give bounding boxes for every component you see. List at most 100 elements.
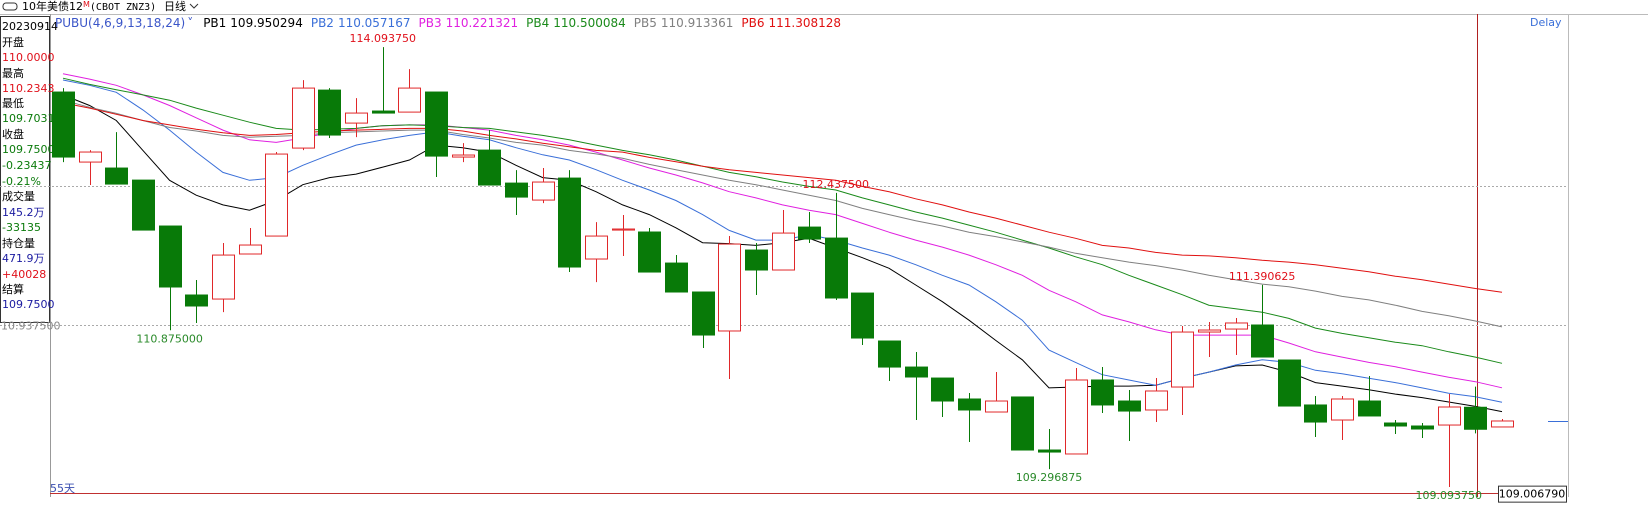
candle-body	[425, 91, 448, 157]
candle-body	[52, 91, 75, 158]
candle-body	[985, 400, 1008, 413]
info-date: 20230914	[2, 20, 58, 33]
legend-value: 109.950294	[230, 16, 303, 30]
legend-value: 110.057167	[338, 16, 411, 30]
candle-body	[452, 154, 475, 158]
legend-value: 110.913361	[661, 16, 734, 30]
candle-body	[958, 398, 981, 411]
legend-name: PB1	[203, 16, 226, 30]
extreme-label: 114.093750	[350, 32, 416, 45]
candle-body	[905, 366, 928, 378]
info-value: 471.9万	[2, 252, 45, 265]
legend-name: PB5	[634, 16, 657, 30]
candle-body	[772, 232, 795, 271]
legend-name: PB6	[741, 16, 764, 30]
candle-body	[318, 89, 341, 136]
info-label: 最高	[2, 66, 24, 80]
info-value: 110.2343	[2, 82, 55, 95]
candle-body	[851, 292, 874, 339]
info-label: 结算	[2, 282, 24, 296]
info-frame	[0, 16, 50, 323]
legend-chevron: ˅	[187, 16, 193, 30]
legend-name: PB4	[526, 16, 549, 30]
candle-body	[1438, 406, 1461, 426]
info-label: 持仓量	[2, 236, 35, 250]
candle-body	[1251, 324, 1274, 358]
candle-body	[185, 294, 208, 307]
candle-body	[1198, 329, 1221, 333]
ref-label: 10.937500	[1, 320, 61, 333]
legend-value: 110.221321	[446, 16, 519, 30]
candle-body	[345, 112, 368, 124]
info-value: 109.7500	[2, 298, 55, 311]
info-value: 145.2万	[2, 206, 45, 219]
candle-body	[478, 149, 501, 186]
extreme-label: 109.296875	[1016, 471, 1082, 484]
candle-body	[1331, 398, 1354, 421]
info-value: -0.23437	[2, 159, 51, 172]
candle-body	[1225, 322, 1248, 330]
candle-body	[132, 179, 155, 231]
candle-body	[612, 228, 635, 231]
candle-body	[585, 235, 608, 260]
candle-body	[1065, 379, 1088, 455]
candle-body	[1038, 449, 1061, 453]
candle-body	[105, 167, 128, 185]
legend: PUBU(4,6,9,13,18,24) ˅ PB1 109.950294 PB2 110…	[55, 16, 841, 30]
info-value: -0.21%	[2, 175, 41, 188]
candle-body	[239, 244, 262, 255]
extreme-label: 112.437500	[803, 178, 869, 191]
status: Delay	[1530, 16, 1562, 29]
candle-body	[1118, 400, 1141, 412]
info-label: 最低	[2, 97, 24, 110]
candle-body	[1464, 406, 1487, 430]
info-value: 110.0000	[2, 51, 55, 64]
candle-body	[79, 151, 102, 163]
candle-body	[692, 291, 715, 336]
price-marker-label: 109.006790	[1499, 488, 1565, 501]
symbol: (CBOT ZNZ3)	[90, 2, 156, 13]
candle-body	[1304, 404, 1327, 423]
extreme-label: 111.390625	[1229, 270, 1295, 283]
candle-body	[532, 181, 555, 201]
candle-body	[1091, 379, 1114, 406]
candle-body	[292, 87, 315, 149]
menu-icon[interactable]	[2, 2, 18, 11]
bar-count: 55天	[50, 482, 75, 495]
info-value: -33135	[2, 221, 41, 234]
candle-body	[1145, 390, 1168, 411]
candle-body	[878, 340, 901, 368]
legend-name: PB3	[418, 16, 441, 30]
price-marker-box	[1498, 485, 1567, 503]
window-title: 10年美债12M(CBOT ZNZ3)	[22, 0, 156, 13]
title: 10年美债12	[22, 0, 83, 13]
candle-body	[1411, 425, 1434, 430]
period-chevron[interactable]	[189, 3, 199, 9]
candle-body	[931, 377, 954, 402]
info-value: 109.7500	[2, 143, 55, 156]
info-value: +40028	[2, 268, 46, 281]
candle-body	[798, 226, 821, 240]
candle-body	[1011, 396, 1034, 451]
legend-value: 111.308128	[769, 16, 842, 30]
legend-name: PB2	[311, 16, 334, 30]
candle-body	[159, 225, 182, 288]
candle-body	[398, 87, 421, 113]
candle-body	[718, 243, 741, 332]
period-selector[interactable]: 日线	[164, 0, 186, 13]
legend-title[interactable]: PUBU(4,6,9,13,18,24)	[55, 16, 185, 30]
candle-body	[558, 177, 581, 268]
candle-body	[372, 110, 395, 114]
candle-body	[1278, 359, 1301, 407]
extreme-label: 109.093750	[1415, 489, 1481, 502]
candle-body	[1171, 331, 1194, 388]
info-panel: 20230914 开盘 110.0000 最高 110.2343 最低 109.…	[0, 16, 58, 323]
candle-body	[665, 262, 688, 293]
info-label: 成交量	[2, 189, 35, 203]
candle-body	[825, 237, 848, 299]
extreme-label: 110.875000	[136, 332, 202, 345]
candle-body	[1384, 422, 1407, 427]
info-value: 109.7031	[2, 112, 55, 125]
